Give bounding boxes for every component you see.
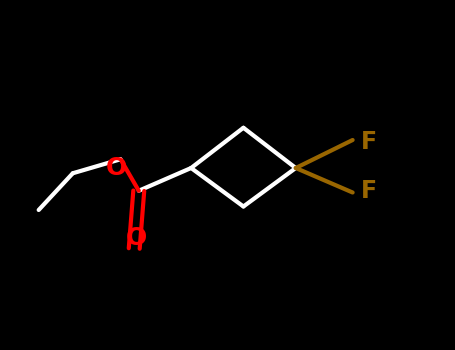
Text: F: F xyxy=(360,179,377,203)
Text: O: O xyxy=(106,156,126,180)
Text: O: O xyxy=(126,226,147,250)
Text: F: F xyxy=(360,130,377,154)
